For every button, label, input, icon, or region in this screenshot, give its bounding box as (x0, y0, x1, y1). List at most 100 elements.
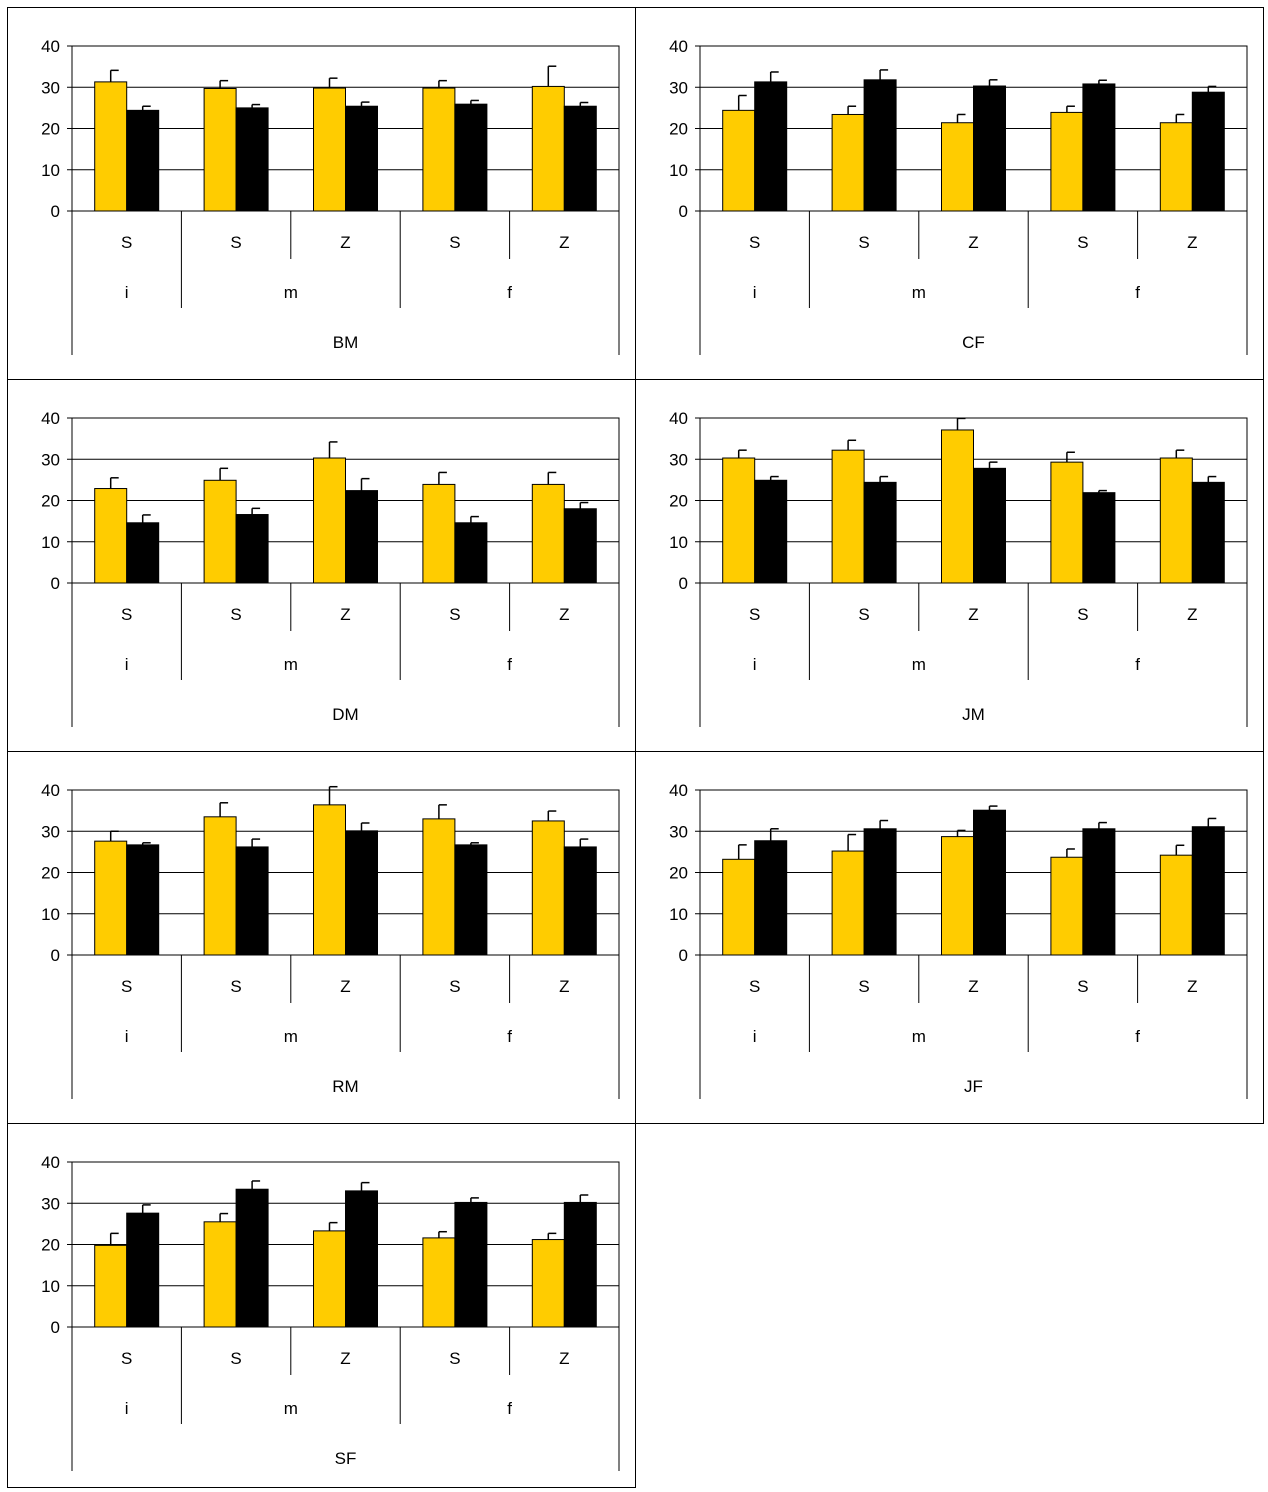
y-tick-label: 40 (41, 37, 60, 56)
category-label: S (1077, 977, 1088, 996)
group-label: i (125, 1027, 129, 1046)
bar (1191, 91, 1225, 212)
category-label: S (121, 233, 132, 252)
y-tick-label: 30 (41, 450, 60, 469)
y-tick-label: 0 (51, 202, 60, 221)
chart-title: DM (332, 705, 358, 724)
group-label: i (753, 655, 757, 674)
group-label: m (284, 1027, 298, 1046)
bar (1082, 492, 1116, 584)
category-label: S (230, 605, 241, 624)
bar (1159, 457, 1193, 584)
bar (863, 481, 897, 584)
y-tick-label: 40 (669, 37, 688, 56)
category-label: S (858, 233, 869, 252)
y-tick-label: 40 (669, 781, 688, 800)
y-tick-label: 10 (41, 533, 60, 552)
bar (454, 103, 488, 212)
y-tick-label: 20 (669, 120, 688, 139)
bar (313, 804, 346, 956)
y-tick-label: 0 (679, 946, 688, 965)
bar (235, 1188, 269, 1328)
y-tick-label: 0 (51, 1318, 60, 1337)
category-label: S (121, 605, 132, 624)
y-tick-label: 20 (669, 492, 688, 511)
bar (345, 490, 378, 584)
y-tick-label: 40 (669, 409, 688, 428)
bar (831, 113, 865, 212)
bar (531, 85, 565, 212)
bar (754, 840, 788, 956)
category-label: Z (559, 1349, 569, 1368)
category-label: Z (340, 605, 350, 624)
bar (1050, 856, 1084, 956)
category-label: Z (1187, 977, 1197, 996)
y-tick-label: 30 (41, 822, 60, 841)
y-tick-label: 20 (41, 1236, 60, 1255)
bar (1159, 854, 1193, 956)
chart-svg: 0 10 20 30 40 S S Z S Zi m f JF (669, 781, 1248, 1099)
category-label: Z (1187, 605, 1197, 624)
bar (203, 87, 237, 212)
bar (563, 105, 597, 212)
bar (203, 1221, 237, 1328)
bar (941, 122, 974, 212)
group-label: m (284, 283, 298, 302)
bar (563, 508, 597, 584)
category-label: Z (340, 233, 350, 252)
chart-svg: 0 10 20 30 40 S S Z S Zi m f SF (41, 1153, 620, 1471)
category-label: Z (559, 605, 569, 624)
category-label: Z (1187, 233, 1197, 252)
y-tick-label: 20 (41, 120, 60, 139)
y-tick-label: 20 (41, 492, 60, 511)
category-label: S (121, 1349, 132, 1368)
bar (722, 457, 756, 584)
category-label: S (449, 977, 460, 996)
group-label: i (125, 655, 129, 674)
bar (126, 1212, 160, 1328)
bar (203, 479, 237, 584)
bar (1191, 481, 1225, 584)
bar (454, 1201, 488, 1328)
group-label: f (507, 283, 512, 302)
bar (973, 467, 1006, 584)
bar (94, 81, 128, 212)
chart-title: RM (332, 1077, 358, 1096)
y-tick-label: 40 (41, 781, 60, 800)
bar (863, 79, 897, 212)
category-label: S (1077, 605, 1088, 624)
bar (531, 1239, 565, 1328)
group-label: m (284, 655, 298, 674)
bar (126, 522, 160, 584)
bar (345, 105, 378, 212)
y-tick-label: 20 (41, 864, 60, 883)
bar (722, 109, 756, 212)
category-label: S (449, 1349, 460, 1368)
y-tick-label: 0 (679, 574, 688, 593)
category-label: S (230, 233, 241, 252)
chart-svg: 0 10 20 30 40 S S Z S Zi m f BM (41, 37, 620, 355)
bar (973, 809, 1006, 956)
y-tick-label: 30 (669, 78, 688, 97)
category-label: Z (340, 1349, 350, 1368)
bar (94, 1244, 128, 1328)
group-label: f (1135, 1027, 1140, 1046)
y-tick-label: 10 (669, 161, 688, 180)
chart-svg: 0 10 20 30 40 S S Z S Zi m f DM (41, 409, 620, 727)
y-tick-label: 10 (669, 533, 688, 552)
bar (203, 816, 237, 956)
category-label: S (858, 977, 869, 996)
bar (1082, 83, 1116, 212)
bar (94, 840, 128, 956)
bar (94, 488, 128, 584)
category-label: S (1077, 233, 1088, 252)
bar (831, 850, 865, 956)
bar (345, 830, 378, 956)
chart-svg: 0 10 20 30 40 S S Z S Zi m f JM (669, 409, 1248, 727)
category-label: Z (968, 233, 978, 252)
chart-title: CF (962, 333, 985, 352)
